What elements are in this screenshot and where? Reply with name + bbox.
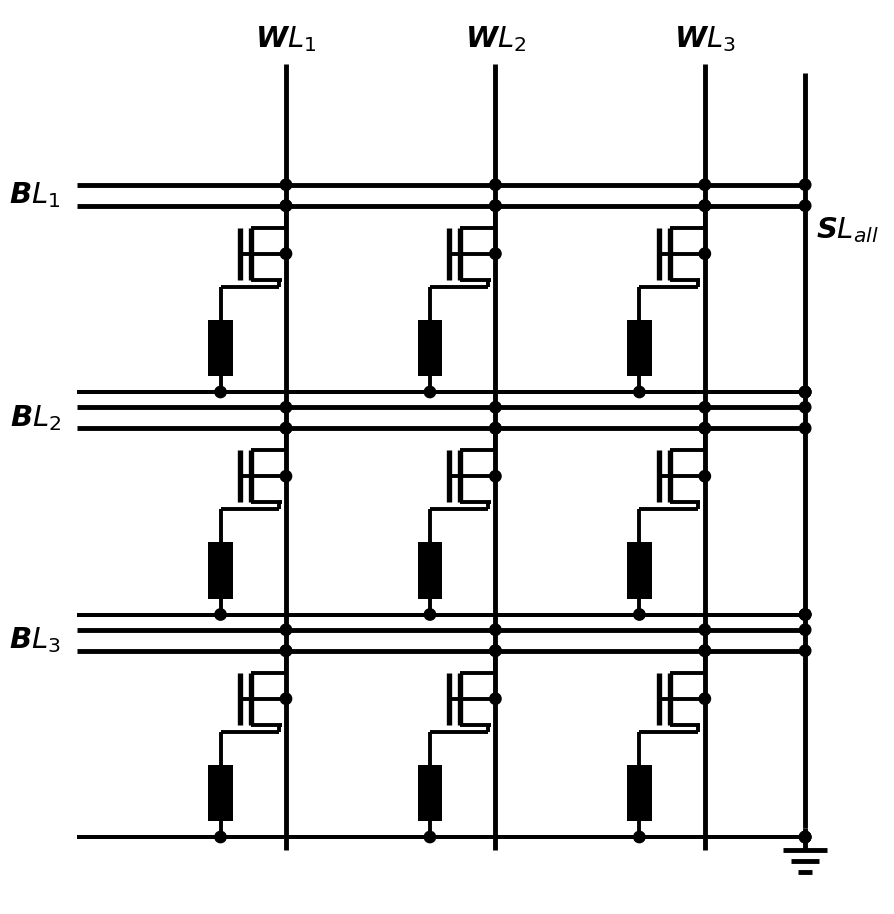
Circle shape — [489, 422, 501, 434]
Circle shape — [280, 200, 291, 211]
Circle shape — [280, 693, 291, 705]
Circle shape — [798, 609, 810, 621]
Bar — [208, 542, 232, 599]
Circle shape — [424, 387, 435, 398]
Circle shape — [698, 200, 710, 211]
Circle shape — [798, 832, 810, 843]
Circle shape — [798, 645, 810, 656]
Text: $\boldsymbol{SL_{all}}$: $\boldsymbol{SL_{all}}$ — [814, 215, 878, 245]
Circle shape — [798, 387, 810, 398]
Circle shape — [489, 200, 501, 211]
Bar — [627, 320, 651, 377]
Circle shape — [798, 179, 810, 190]
Circle shape — [698, 422, 710, 434]
Circle shape — [424, 609, 435, 621]
Circle shape — [489, 179, 501, 190]
Circle shape — [798, 832, 810, 843]
Circle shape — [424, 832, 435, 843]
Bar — [627, 765, 651, 822]
Circle shape — [280, 422, 291, 434]
Circle shape — [698, 179, 710, 190]
Circle shape — [280, 624, 291, 635]
Bar — [208, 765, 232, 822]
Circle shape — [280, 645, 291, 656]
Bar — [417, 320, 442, 377]
Circle shape — [798, 387, 810, 398]
Circle shape — [489, 471, 501, 482]
Text: $\boldsymbol{BL_2}$: $\boldsymbol{BL_2}$ — [10, 403, 61, 432]
Circle shape — [798, 832, 810, 843]
Circle shape — [698, 624, 710, 635]
Circle shape — [280, 422, 291, 434]
Circle shape — [798, 624, 810, 635]
Bar — [208, 320, 232, 377]
Circle shape — [698, 693, 710, 705]
Circle shape — [798, 609, 810, 621]
Circle shape — [489, 693, 501, 705]
Circle shape — [280, 179, 291, 190]
Circle shape — [489, 248, 501, 260]
Circle shape — [280, 401, 291, 413]
Bar — [417, 542, 442, 599]
Circle shape — [798, 387, 810, 398]
Circle shape — [798, 401, 810, 413]
Bar — [627, 542, 651, 599]
Text: $\boldsymbol{WL_1}$: $\boldsymbol{WL_1}$ — [255, 24, 316, 54]
Text: $\boldsymbol{WL_3}$: $\boldsymbol{WL_3}$ — [673, 24, 735, 54]
Circle shape — [489, 624, 501, 635]
Circle shape — [633, 832, 645, 843]
Circle shape — [698, 645, 710, 656]
Circle shape — [489, 401, 501, 413]
Text: $\boldsymbol{WL_2}$: $\boldsymbol{WL_2}$ — [464, 24, 526, 54]
Circle shape — [280, 248, 291, 260]
Circle shape — [489, 200, 501, 211]
Circle shape — [215, 832, 226, 843]
Circle shape — [698, 471, 710, 482]
Circle shape — [489, 422, 501, 434]
Circle shape — [633, 609, 645, 621]
Circle shape — [698, 248, 710, 260]
Circle shape — [280, 645, 291, 656]
Circle shape — [698, 645, 710, 656]
Circle shape — [215, 387, 226, 398]
Circle shape — [698, 200, 710, 211]
Circle shape — [280, 471, 291, 482]
Circle shape — [280, 200, 291, 211]
Circle shape — [798, 422, 810, 434]
Circle shape — [698, 401, 710, 413]
Circle shape — [633, 387, 645, 398]
Circle shape — [798, 200, 810, 211]
Text: $\boldsymbol{BL_3}$: $\boldsymbol{BL_3}$ — [9, 625, 61, 655]
Circle shape — [698, 422, 710, 434]
Bar — [417, 765, 442, 822]
Text: $\boldsymbol{BL_1}$: $\boldsymbol{BL_1}$ — [10, 180, 61, 210]
Circle shape — [215, 609, 226, 621]
Circle shape — [489, 645, 501, 656]
Circle shape — [798, 609, 810, 621]
Circle shape — [489, 645, 501, 656]
